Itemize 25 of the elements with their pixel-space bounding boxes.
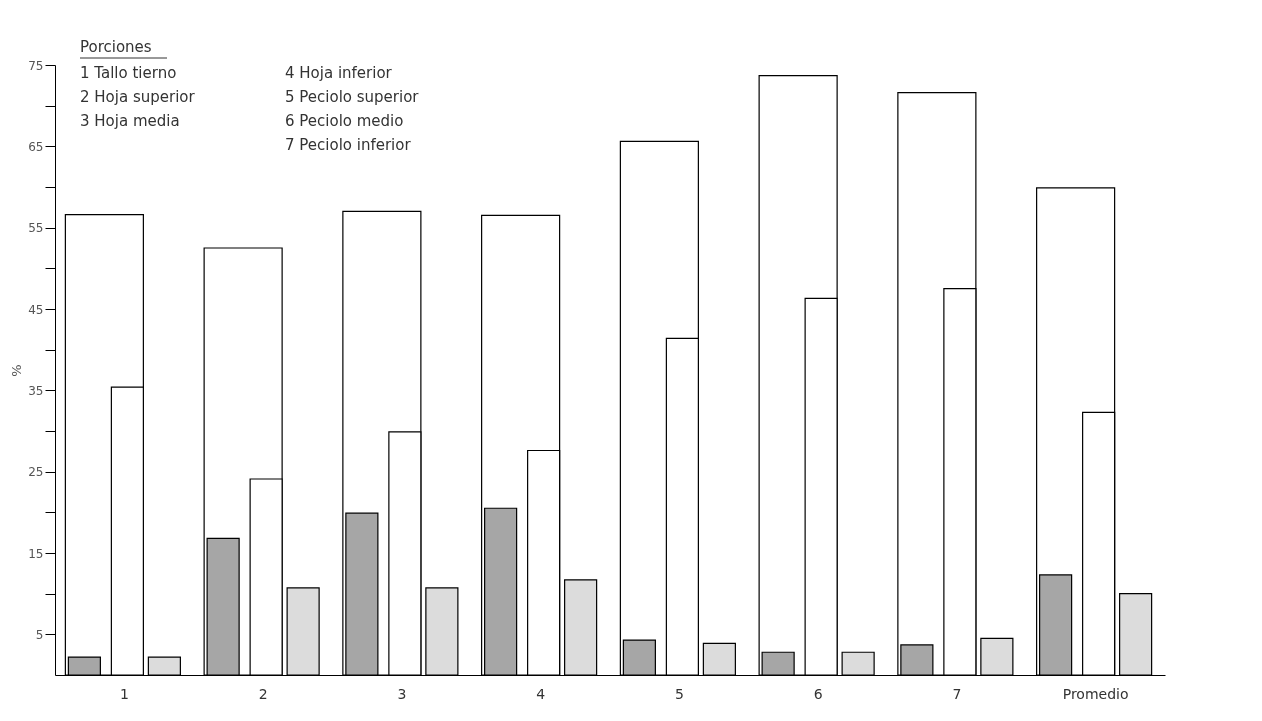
x-tick-label: 2 — [258, 685, 268, 702]
y-tick-label: 25 — [28, 465, 44, 480]
y-tick-label: 75 — [28, 58, 44, 73]
x-tick-label: 3 — [397, 685, 407, 702]
annotation: 7 Peciolo inferior — [285, 136, 412, 154]
y-tick-label: 55 — [28, 221, 44, 236]
x-tick-label: 6 — [813, 685, 823, 702]
x-tick-label: 4 — [536, 685, 546, 702]
x-tick-label: 1 — [119, 685, 129, 702]
y-axis-title: % — [9, 364, 25, 377]
y-tick-label: 35 — [28, 383, 44, 398]
annotation: 3 Hoja media — [80, 112, 180, 130]
annotation: 1 Tallo tierno — [80, 64, 177, 82]
y-tick-label: 65 — [28, 139, 44, 154]
x-tick-label: Promedio — [1062, 685, 1129, 702]
y-tick-label: 15 — [28, 546, 44, 561]
x-tick-label: 7 — [952, 685, 962, 702]
annotation: 5 Peciolo superior — [285, 88, 420, 106]
x-tick-label: 5 — [674, 685, 684, 702]
y-tick-label: 5 — [35, 627, 44, 642]
annotation: 4 Hoja inferior — [285, 64, 393, 82]
annotation: 2 Hoja superior — [80, 88, 196, 106]
y-tick-label: 45 — [28, 302, 44, 317]
text: Porciones — [80, 38, 152, 56]
annotation: 6 Peciolo medio — [285, 112, 404, 130]
